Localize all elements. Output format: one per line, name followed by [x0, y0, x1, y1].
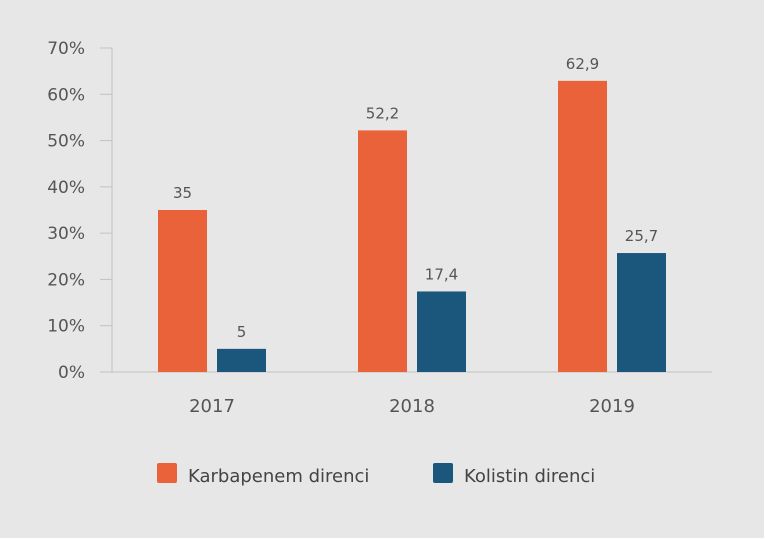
- data-label: 35: [173, 184, 192, 202]
- bar-karbapenem-2018: [358, 130, 407, 372]
- bar-kolistin-2019: [617, 253, 666, 372]
- y-tick-label: 10%: [47, 317, 85, 337]
- y-tick-label: 30%: [47, 224, 85, 244]
- y-axis: 0% 10% 20% 30% 40% 50% 60% 70%: [47, 39, 113, 383]
- x-tick-label: 2017: [189, 396, 235, 417]
- data-label: 17,4: [425, 265, 458, 283]
- data-label: 25,7: [625, 227, 658, 245]
- data-label: 5: [237, 323, 247, 341]
- data-label: 52,2: [366, 104, 399, 122]
- y-tick-label: 70%: [47, 39, 85, 59]
- bar-karbapenem-2017: [158, 210, 207, 372]
- bar-karbapenem-2019: [558, 80, 607, 372]
- data-label: 62,9: [566, 55, 599, 73]
- bar-kolistin-2017: [217, 348, 266, 372]
- x-axis: 2017 2018 2019: [112, 371, 712, 417]
- legend-swatch: [157, 463, 177, 483]
- y-tick-label: 40%: [47, 178, 85, 198]
- legend: Karbapenem direnci Kolistin direnci: [157, 463, 595, 487]
- y-tick-label: 20%: [47, 270, 85, 290]
- bar-kolistin-2018: [417, 291, 466, 372]
- legend-label: Kolistin direnci: [464, 466, 595, 487]
- y-tick-label: 60%: [47, 85, 85, 105]
- bars: 35 5 52,2 17,4 62,9 25,7: [158, 55, 666, 372]
- y-tick-label: 50%: [47, 132, 85, 152]
- x-tick-label: 2019: [589, 396, 635, 417]
- x-tick-label: 2018: [389, 396, 435, 417]
- legend-label: Karbapenem direnci: [188, 466, 369, 487]
- legend-swatch: [433, 463, 453, 483]
- y-tick-label: 0%: [58, 363, 85, 383]
